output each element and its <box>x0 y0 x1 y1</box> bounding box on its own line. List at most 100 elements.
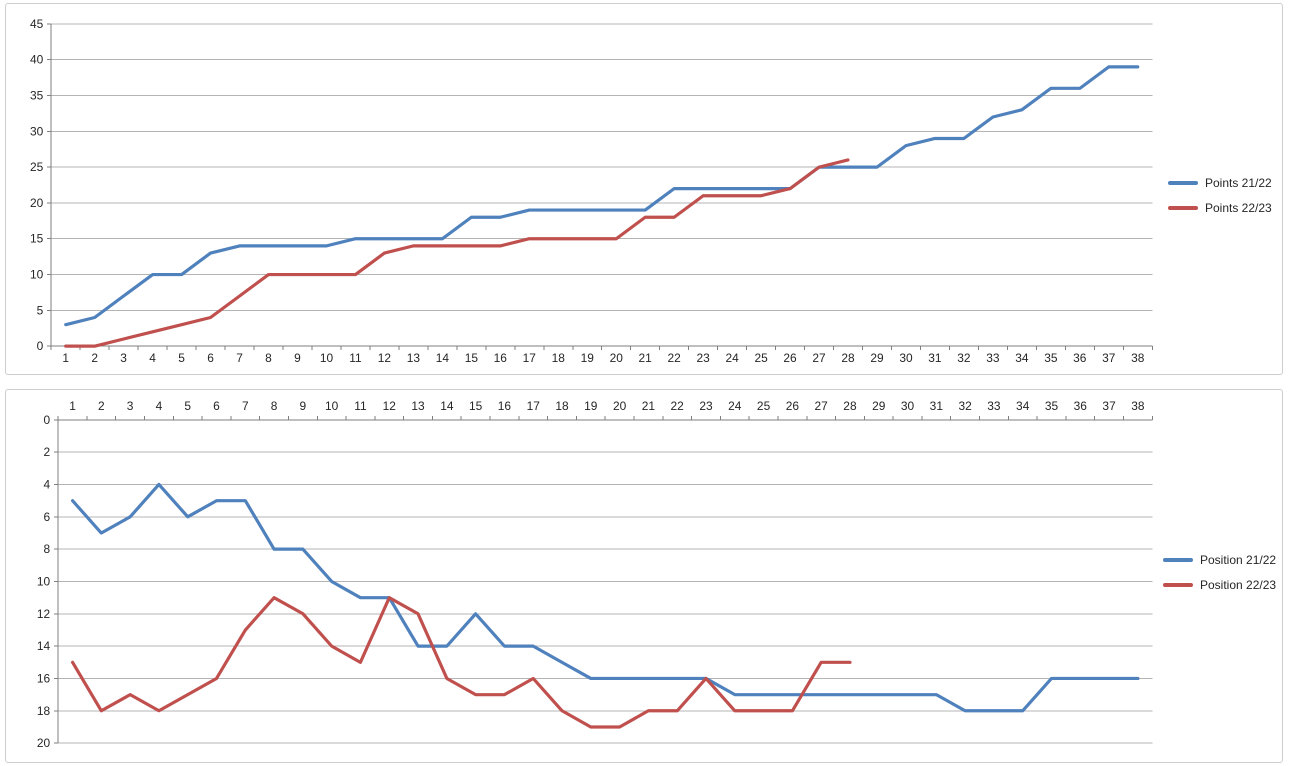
legend-label: Points 21/22 <box>1205 175 1272 190</box>
svg-text:8: 8 <box>44 542 51 556</box>
svg-text:28: 28 <box>841 351 855 365</box>
svg-text:30: 30 <box>901 399 915 413</box>
svg-text:16: 16 <box>494 351 508 365</box>
svg-text:24: 24 <box>728 399 742 413</box>
svg-text:17: 17 <box>527 399 541 413</box>
svg-text:30: 30 <box>899 351 913 365</box>
svg-text:27: 27 <box>815 399 829 413</box>
svg-text:6: 6 <box>44 510 51 524</box>
svg-text:5: 5 <box>178 351 185 365</box>
svg-text:10: 10 <box>325 399 339 413</box>
legend-entry-points-2223: Points 22/23 <box>1168 195 1272 220</box>
svg-text:5: 5 <box>184 399 191 413</box>
svg-text:13: 13 <box>407 351 421 365</box>
svg-text:18: 18 <box>37 704 51 718</box>
svg-text:10: 10 <box>30 268 44 282</box>
svg-text:12: 12 <box>37 607 51 621</box>
svg-text:14: 14 <box>436 351 450 365</box>
svg-text:15: 15 <box>469 399 483 413</box>
svg-text:12: 12 <box>383 399 397 413</box>
svg-text:38: 38 <box>1131 351 1145 365</box>
legend-entry-position-2223: Position 22/23 <box>1163 572 1276 597</box>
svg-text:35: 35 <box>30 88 44 102</box>
svg-text:20: 20 <box>610 351 624 365</box>
svg-text:22: 22 <box>668 351 682 365</box>
svg-text:34: 34 <box>1016 399 1030 413</box>
points-chart-legend: Points 21/22 Points 22/23 <box>1168 170 1272 220</box>
svg-text:30: 30 <box>30 124 44 138</box>
svg-text:9: 9 <box>294 351 301 365</box>
svg-text:37: 37 <box>1102 399 1116 413</box>
svg-text:4: 4 <box>149 351 156 365</box>
position-chart: 0 2 4 6 8 10 12 14 16 18 20 1 2 3 4 5 6 7 8 9 10 11 12 13 14 15 16… <box>5 389 1283 763</box>
svg-text:20: 20 <box>613 399 627 413</box>
svg-text:6: 6 <box>213 399 220 413</box>
points-chart: 0 5 10 15 20 25 30 35 40 45 1 2 3 4 5 6 7 8 9 10 11 12 13 14 15 1… <box>5 3 1283 375</box>
series-line-swatch <box>1163 582 1193 587</box>
svg-text:9: 9 <box>300 399 307 413</box>
svg-text:20: 20 <box>30 196 44 210</box>
svg-text:2: 2 <box>91 351 98 365</box>
svg-text:40: 40 <box>30 53 44 67</box>
svg-text:1: 1 <box>69 399 76 413</box>
svg-text:33: 33 <box>987 399 1001 413</box>
series-line-swatch <box>1168 180 1198 185</box>
svg-text:16: 16 <box>37 671 51 685</box>
svg-text:18: 18 <box>552 351 566 365</box>
svg-text:3: 3 <box>127 399 134 413</box>
svg-text:13: 13 <box>411 399 425 413</box>
svg-text:8: 8 <box>271 399 278 413</box>
svg-text:12: 12 <box>378 351 392 365</box>
series-line-swatch <box>1168 205 1198 210</box>
svg-text:3: 3 <box>120 351 127 365</box>
svg-text:8: 8 <box>265 351 272 365</box>
svg-text:2: 2 <box>98 399 105 413</box>
legend-entry-points-2122: Points 21/22 <box>1168 170 1272 195</box>
svg-text:16: 16 <box>498 399 512 413</box>
svg-text:7: 7 <box>242 399 249 413</box>
svg-text:36: 36 <box>1074 399 1088 413</box>
svg-text:10: 10 <box>37 574 51 588</box>
svg-text:14: 14 <box>37 639 51 653</box>
svg-text:25: 25 <box>754 351 768 365</box>
legend-entry-position-2122: Position 21/22 <box>1163 547 1276 572</box>
svg-text:0: 0 <box>44 413 51 427</box>
svg-text:34: 34 <box>1015 351 1029 365</box>
svg-text:31: 31 <box>930 399 944 413</box>
svg-text:35: 35 <box>1044 351 1058 365</box>
svg-text:37: 37 <box>1102 351 1116 365</box>
svg-text:23: 23 <box>699 399 713 413</box>
svg-text:45: 45 <box>30 17 44 31</box>
svg-text:4: 4 <box>156 399 163 413</box>
svg-text:20: 20 <box>37 736 51 750</box>
svg-text:29: 29 <box>870 351 884 365</box>
svg-text:32: 32 <box>958 399 972 413</box>
legend-label: Position 21/22 <box>1200 552 1277 567</box>
svg-text:6: 6 <box>207 351 214 365</box>
svg-text:15: 15 <box>30 232 44 246</box>
svg-text:25: 25 <box>757 399 771 413</box>
svg-text:11: 11 <box>349 351 362 365</box>
svg-text:36: 36 <box>1073 351 1087 365</box>
svg-text:33: 33 <box>986 351 1000 365</box>
svg-text:7: 7 <box>236 351 243 365</box>
svg-text:10: 10 <box>320 351 334 365</box>
svg-text:21: 21 <box>639 351 653 365</box>
svg-text:35: 35 <box>1045 399 1059 413</box>
svg-text:1: 1 <box>62 351 69 365</box>
legend-label: Position 22/23 <box>1200 577 1277 592</box>
svg-text:0: 0 <box>37 339 44 353</box>
svg-text:24: 24 <box>725 351 739 365</box>
svg-text:25: 25 <box>30 160 44 174</box>
svg-text:38: 38 <box>1131 399 1145 413</box>
svg-text:29: 29 <box>872 399 886 413</box>
svg-text:23: 23 <box>697 351 711 365</box>
svg-text:19: 19 <box>584 399 598 413</box>
svg-text:5: 5 <box>37 303 44 317</box>
svg-text:26: 26 <box>783 351 797 365</box>
svg-text:31: 31 <box>928 351 942 365</box>
svg-text:4: 4 <box>44 477 51 491</box>
